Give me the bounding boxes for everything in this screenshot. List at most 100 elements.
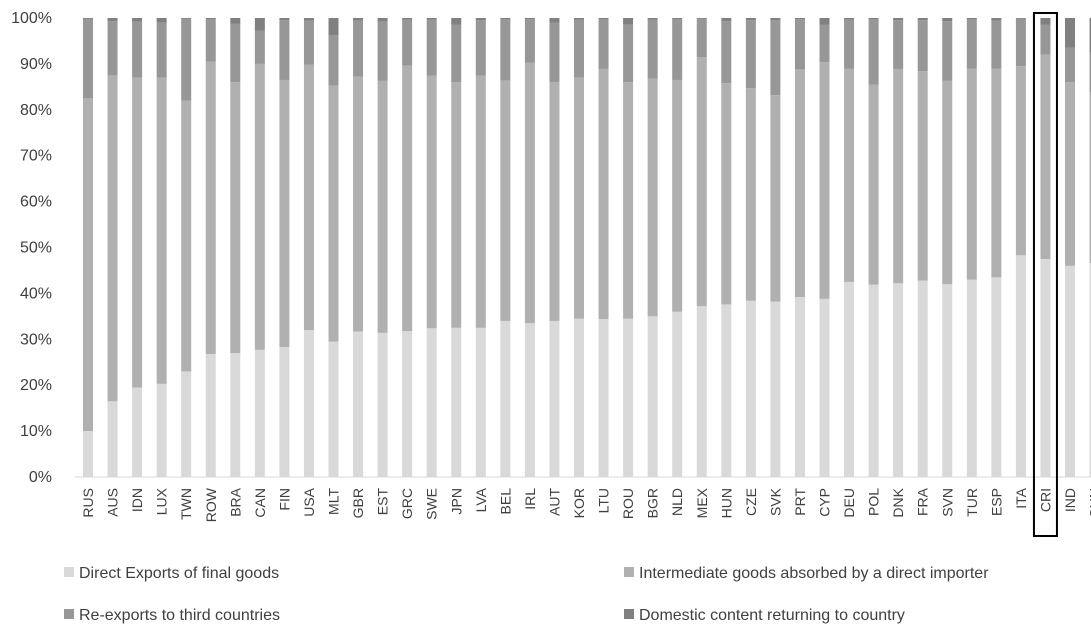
legend-swatch <box>64 567 74 577</box>
bar-segment <box>304 65 314 330</box>
bar-segment <box>427 18 437 20</box>
y-tick-label: 30% <box>20 331 52 348</box>
bar-segment <box>844 20 854 69</box>
bar-segment <box>230 353 240 477</box>
bar-segment <box>451 328 461 477</box>
bar-segment <box>132 22 142 78</box>
bar-segment <box>844 282 854 477</box>
bar-segment <box>525 19 535 62</box>
bar-segment <box>820 18 830 25</box>
bar-segment <box>599 319 609 477</box>
bar-segment <box>942 284 952 477</box>
bar-segment <box>255 64 265 350</box>
bar-segment <box>942 81 952 284</box>
legend-label: Intermediate goods absorbed by a direct … <box>639 565 989 582</box>
bar-segment <box>893 20 903 69</box>
x-tick-label: IRL <box>522 488 538 510</box>
x-tick-label: FIN <box>276 488 292 511</box>
bar-segment <box>672 19 682 80</box>
bar-segment <box>549 18 559 23</box>
legend-label: Direct Exports of final goods <box>79 565 279 582</box>
bar-segment <box>181 19 191 101</box>
y-tick-label: 90% <box>20 56 52 73</box>
x-tick-label: TUR <box>964 488 980 517</box>
bar-segment <box>746 301 756 477</box>
bar-segment <box>525 63 535 324</box>
x-tick-label: JPN <box>448 488 464 514</box>
bar-segment <box>1016 66 1026 255</box>
bar-segment <box>279 80 289 347</box>
bar-segment <box>230 24 240 83</box>
bar-segment <box>967 19 977 68</box>
bar-segment <box>108 75 118 401</box>
bar-segment <box>279 347 289 477</box>
bar-segment <box>427 76 437 328</box>
bar-segment <box>697 18 707 19</box>
x-tick-label: FRA <box>915 487 931 516</box>
bar-segment <box>623 18 633 24</box>
bar-segment <box>918 18 928 20</box>
legend-swatch <box>64 609 74 619</box>
bar-segment <box>599 18 609 19</box>
x-tick-label: MLT <box>326 488 342 515</box>
bar-segment <box>525 18 535 19</box>
bar-segment <box>820 25 830 62</box>
bar-segment <box>1040 259 1050 477</box>
x-tick-label: BEL <box>497 488 513 515</box>
legend-swatch <box>624 567 634 577</box>
bar-segment <box>132 388 142 478</box>
bars <box>83 18 1091 477</box>
legend-swatch <box>624 609 634 619</box>
bar-segment <box>770 20 780 95</box>
bar-segment <box>451 18 461 25</box>
bar-segment <box>967 68 977 279</box>
bar-segment <box>329 342 339 477</box>
bar-segment <box>918 281 928 477</box>
x-tick-label: PRT <box>792 488 808 516</box>
bar-segment <box>157 78 167 384</box>
x-tick-label: CRI <box>1037 488 1053 512</box>
bar-segment <box>1065 82 1075 266</box>
x-tick-label: BRA <box>227 487 243 516</box>
bar-segment <box>500 80 510 321</box>
y-tick-label: 70% <box>20 148 52 165</box>
x-tick-label: TWN <box>178 488 194 520</box>
x-tick-label: RUS <box>80 488 96 518</box>
bar-segment <box>451 25 461 82</box>
x-tick-label: CHN <box>1087 488 1091 518</box>
bar-segment <box>648 18 658 20</box>
bar-segment <box>255 18 265 31</box>
bar-segment <box>181 101 191 372</box>
bar-segment <box>353 18 363 21</box>
bar-segment <box>549 321 559 477</box>
bar-segment <box>549 82 559 321</box>
bar-segment <box>574 78 584 319</box>
bar-segment <box>108 21 118 75</box>
bar-segment <box>648 79 658 317</box>
bar-segment <box>721 18 731 21</box>
x-tick-label: CZE <box>743 488 759 516</box>
bar-segment <box>402 66 412 331</box>
bar-segment <box>476 18 486 20</box>
bar-segment <box>672 80 682 312</box>
bar-segment <box>132 18 142 22</box>
bar-segment <box>697 306 707 477</box>
bar-segment <box>893 69 903 283</box>
bar-segment <box>991 277 1001 477</box>
bar-segment <box>918 20 928 71</box>
bar-segment <box>206 19 216 61</box>
bar-segment <box>500 19 510 80</box>
bar-segment <box>967 280 977 477</box>
x-tick-label: AUT <box>546 488 562 516</box>
bar-segment <box>746 18 756 20</box>
bar-segment <box>942 18 952 21</box>
bar-segment <box>378 81 388 333</box>
bar-segment <box>991 21 1001 69</box>
bar-segment <box>206 354 216 477</box>
bar-segment <box>770 95 780 302</box>
y-tick-label: 20% <box>20 377 52 394</box>
x-tick-label: DEU <box>841 488 857 518</box>
bar-segment <box>991 68 1001 277</box>
bar-segment <box>353 21 363 77</box>
